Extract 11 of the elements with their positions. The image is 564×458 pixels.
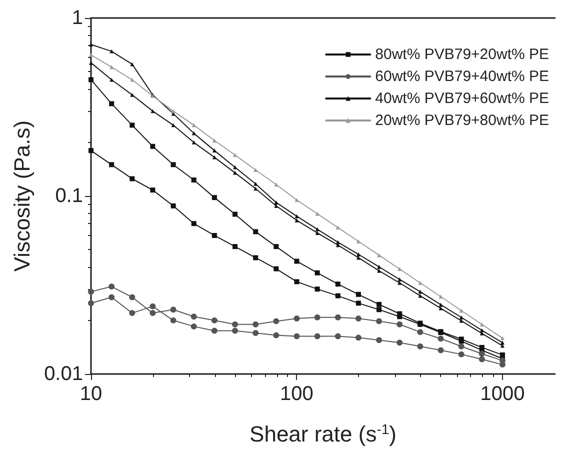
x-tick-label: 100	[280, 383, 314, 405]
legend-label: 80wt% PVB79+20wt% PE	[375, 46, 550, 63]
y-tick-label: 0.01	[44, 363, 83, 385]
y-axis-title: Viscosity (Pa.s)	[10, 120, 35, 272]
legend-label: 20wt% PVB79+80wt% PE	[375, 112, 550, 129]
x-tick-label: 1000	[480, 383, 525, 405]
y-tick-label: 0.1	[55, 185, 83, 207]
legend-label: 60wt% PVB79+40wt% PE	[375, 68, 550, 85]
x-tick-label: 10	[80, 383, 102, 405]
y-tick-label: 1	[72, 7, 83, 29]
legend-label: 40wt% PVB79+60wt% PE	[375, 90, 550, 107]
